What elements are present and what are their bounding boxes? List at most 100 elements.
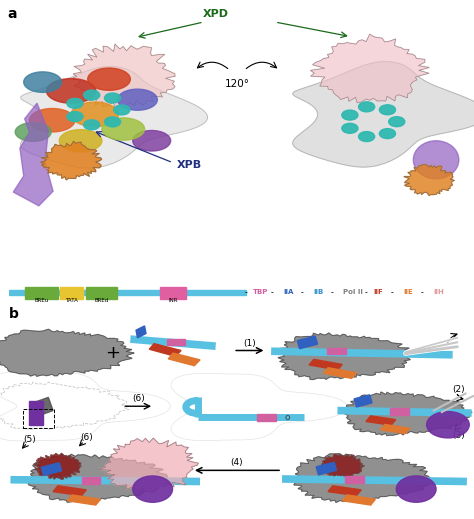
Text: XPB: XPB (177, 160, 202, 170)
Ellipse shape (118, 89, 157, 110)
Ellipse shape (15, 122, 51, 141)
Polygon shape (34, 398, 53, 416)
Text: -: - (330, 288, 333, 297)
Polygon shape (168, 353, 200, 366)
Text: BREd: BREd (94, 298, 109, 303)
Polygon shape (53, 486, 86, 496)
Bar (257, 414, 276, 421)
Ellipse shape (104, 93, 120, 103)
Polygon shape (366, 416, 396, 425)
Ellipse shape (102, 118, 145, 140)
Polygon shape (345, 392, 472, 435)
Text: (5): (5) (23, 435, 36, 444)
Ellipse shape (358, 132, 374, 142)
Polygon shape (309, 359, 342, 370)
Ellipse shape (379, 105, 395, 115)
Polygon shape (27, 454, 168, 502)
Polygon shape (342, 495, 375, 505)
Polygon shape (278, 333, 410, 379)
Polygon shape (100, 438, 199, 493)
Ellipse shape (379, 129, 395, 139)
Bar (29, 401, 43, 425)
Polygon shape (67, 495, 100, 505)
Ellipse shape (342, 110, 358, 120)
Polygon shape (0, 330, 134, 376)
Text: -: - (365, 288, 368, 297)
Polygon shape (293, 62, 474, 167)
Polygon shape (380, 425, 410, 433)
Polygon shape (72, 44, 175, 107)
Bar (327, 348, 346, 354)
Text: +: + (105, 344, 120, 362)
Bar (86, 286, 117, 299)
Text: TBP: TBP (253, 289, 268, 295)
Polygon shape (404, 165, 454, 196)
Text: (2): (2) (453, 385, 465, 394)
Polygon shape (41, 141, 102, 180)
Text: IIB: IIB (313, 289, 323, 295)
Polygon shape (320, 455, 364, 477)
Polygon shape (354, 395, 372, 407)
Text: (4): (4) (231, 458, 243, 467)
Ellipse shape (67, 112, 83, 121)
Text: -: - (300, 288, 303, 297)
Bar (167, 339, 185, 346)
Bar (390, 408, 409, 415)
Text: INR: INR (168, 298, 178, 303)
Bar (160, 286, 186, 299)
Text: 120°: 120° (225, 78, 249, 89)
Ellipse shape (358, 102, 374, 112)
Ellipse shape (67, 99, 83, 108)
Text: (3): (3) (453, 431, 465, 441)
Ellipse shape (396, 476, 436, 502)
Polygon shape (41, 463, 62, 475)
Polygon shape (13, 103, 53, 206)
Text: o: o (284, 414, 290, 422)
Ellipse shape (83, 120, 100, 130)
Ellipse shape (88, 68, 130, 90)
Ellipse shape (133, 476, 173, 502)
Text: TATA: TATA (65, 298, 78, 303)
Bar (23, 409, 54, 428)
Polygon shape (35, 454, 81, 479)
Polygon shape (328, 486, 361, 496)
Ellipse shape (427, 412, 469, 438)
Ellipse shape (389, 117, 405, 127)
Ellipse shape (24, 72, 62, 92)
Ellipse shape (59, 130, 102, 152)
Polygon shape (294, 454, 430, 502)
Polygon shape (136, 326, 146, 338)
Text: IIE: IIE (403, 289, 413, 295)
Text: (6): (6) (80, 433, 92, 442)
Ellipse shape (413, 141, 459, 179)
Text: (1): (1) (244, 339, 256, 348)
Bar (61, 286, 83, 299)
Polygon shape (310, 34, 429, 103)
Bar (26, 286, 58, 299)
Text: a: a (7, 7, 17, 21)
Ellipse shape (114, 105, 130, 115)
Ellipse shape (133, 130, 171, 151)
Polygon shape (316, 462, 337, 475)
Bar (9, 290, 246, 295)
Ellipse shape (342, 124, 358, 133)
Text: b: b (9, 307, 18, 321)
Text: Pol II: Pol II (343, 289, 363, 295)
Text: XPD: XPD (203, 9, 228, 19)
Polygon shape (21, 66, 208, 168)
Polygon shape (149, 344, 181, 357)
Polygon shape (297, 336, 318, 349)
Text: -: - (245, 288, 247, 297)
Text: IIH: IIH (433, 289, 444, 295)
Bar (82, 477, 100, 484)
Text: -: - (420, 288, 423, 297)
Text: (6): (6) (132, 394, 145, 403)
Text: IIF: IIF (373, 289, 383, 295)
Ellipse shape (29, 108, 75, 132)
Text: BREu: BREu (35, 298, 49, 303)
Text: -: - (270, 288, 273, 297)
Ellipse shape (83, 90, 100, 100)
Ellipse shape (46, 78, 96, 103)
Polygon shape (323, 368, 356, 378)
Ellipse shape (71, 102, 118, 127)
